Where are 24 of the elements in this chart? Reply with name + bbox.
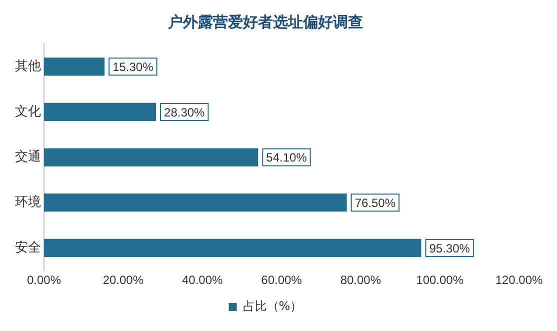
- x-tick-label: 80.00%: [340, 273, 382, 288]
- bar: [44, 58, 105, 76]
- y-tick-label: 环境: [15, 194, 41, 210]
- data-label: 54.10%: [266, 150, 308, 165]
- data-label: 28.30%: [164, 105, 206, 120]
- y-tick-label: 其他: [15, 59, 41, 74]
- x-tick-label: 60.00%: [261, 273, 302, 288]
- x-tick-label: 0.00%: [26, 273, 62, 288]
- bar: [44, 148, 258, 166]
- x-tick-label: 40.00%: [182, 273, 224, 288]
- x-tick-label: 20.00%: [102, 273, 144, 288]
- bar: [44, 194, 347, 212]
- x-tick-label: 100.00%: [416, 273, 464, 288]
- y-tick-label: 安全: [15, 239, 41, 256]
- chart-title: 户外露营爱好者选址偏好调查: [167, 12, 363, 31]
- y-tick-label: 文化: [15, 104, 41, 120]
- data-label: 95.30%: [429, 241, 470, 256]
- data-label: 15.30%: [112, 60, 154, 74]
- y-tick-label: 交通: [15, 148, 41, 165]
- legend-label: 占比（%）: [242, 299, 302, 314]
- bar: [44, 102, 156, 122]
- bar: [44, 238, 422, 258]
- data-label: 76.50%: [354, 196, 396, 210]
- x-tick-label: 120.00%: [495, 273, 544, 288]
